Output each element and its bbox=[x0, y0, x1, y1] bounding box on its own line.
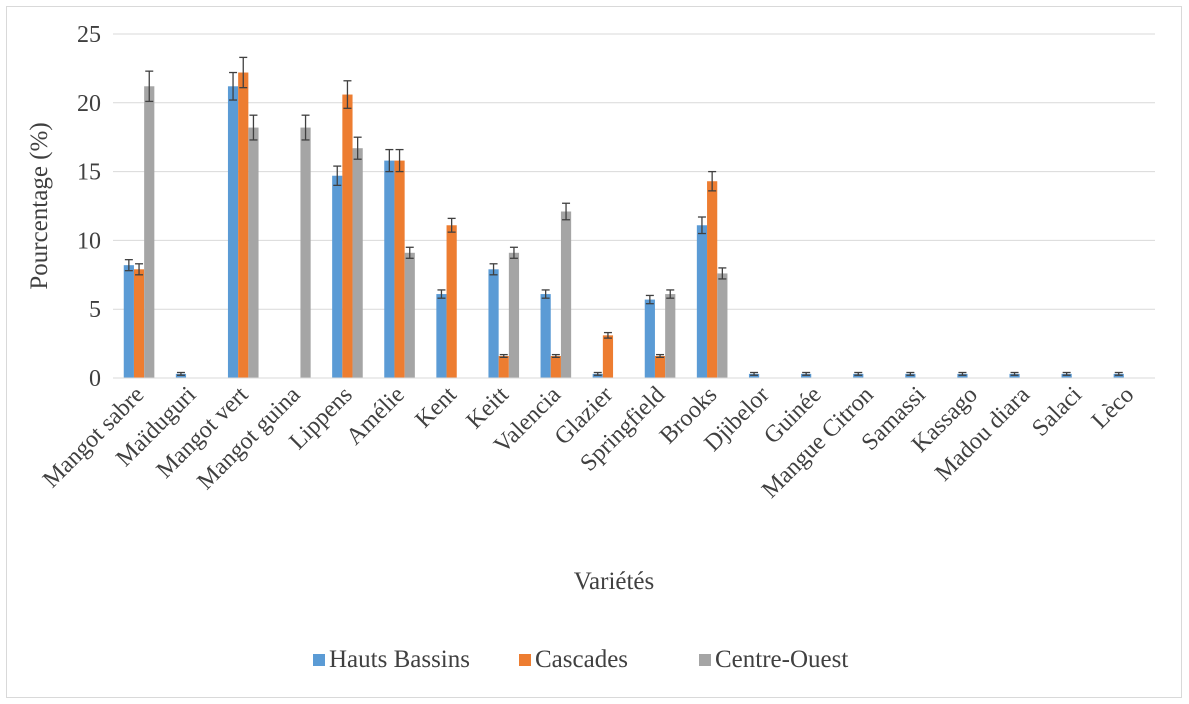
x-category-label: Lèco bbox=[1087, 382, 1139, 434]
bar-cascades bbox=[394, 160, 405, 378]
y-tick-label: 15 bbox=[77, 160, 101, 186]
bar-hauts-bassins bbox=[332, 175, 343, 378]
legend-item: Cascades bbox=[519, 646, 628, 673]
bar-centre-ouest bbox=[560, 211, 572, 378]
x-category-label: Kent bbox=[411, 382, 463, 434]
bar-centre-ouest bbox=[352, 148, 363, 378]
legend-label: Centre-Ouest bbox=[715, 646, 848, 673]
bar-cascades bbox=[654, 355, 666, 378]
bar-hauts-bassins bbox=[1009, 373, 1020, 378]
legend-label: Cascades bbox=[535, 646, 628, 673]
bar-hauts-bassins bbox=[175, 373, 187, 378]
error-bars bbox=[124, 56, 1123, 376]
y-axis-ticks: 0 5 10 15 20 25 bbox=[77, 22, 101, 392]
legend-item: Centre-Ouest bbox=[699, 646, 848, 673]
bar-hauts-bassins bbox=[957, 373, 968, 378]
bar-hauts-bassins bbox=[853, 373, 864, 378]
bar-centre-ouest bbox=[248, 127, 259, 379]
bar-hauts-bassins bbox=[227, 86, 239, 379]
legend-label: Hauts Bassins bbox=[329, 646, 470, 673]
gridlines bbox=[113, 33, 1155, 310]
y-tick-label: 0 bbox=[89, 366, 101, 392]
x-category-label: Amélie bbox=[341, 382, 409, 450]
bar-cascades bbox=[342, 94, 353, 378]
bar-hauts-bassins bbox=[592, 373, 603, 378]
bar-hauts-bassins bbox=[801, 373, 812, 378]
bar-cascades bbox=[707, 181, 718, 378]
bar-cascades bbox=[602, 335, 614, 378]
bar-centre-ouest bbox=[508, 252, 520, 378]
bar-cascades bbox=[133, 269, 145, 378]
bar-hauts-bassins bbox=[905, 373, 916, 378]
bar-centre-ouest bbox=[144, 86, 155, 379]
bar-centre-ouest bbox=[404, 252, 415, 378]
bar-hauts-bassins bbox=[436, 294, 447, 378]
bar-hauts-bassins bbox=[644, 299, 655, 378]
x-axis-title: Variétés bbox=[574, 568, 655, 595]
bar-hauts-bassins bbox=[384, 160, 395, 378]
y-axis-title: Pourcentage (%) bbox=[26, 122, 53, 289]
bar-hauts-bassins bbox=[488, 269, 499, 378]
bar-cascades bbox=[238, 72, 249, 378]
bar-hauts-bassins bbox=[540, 294, 551, 378]
x-category-label: Salaci bbox=[1027, 382, 1087, 442]
bar-hauts-bassins bbox=[1113, 373, 1124, 378]
legend-swatch bbox=[313, 654, 325, 666]
legend-swatch bbox=[699, 654, 711, 666]
bar-cascades bbox=[446, 225, 457, 378]
legend-swatch bbox=[519, 654, 531, 666]
y-tick-label: 10 bbox=[77, 228, 101, 254]
bar-centre-ouest bbox=[300, 127, 311, 379]
bar-cascades bbox=[498, 355, 509, 378]
bar-centre-ouest bbox=[717, 273, 728, 378]
y-tick-label: 25 bbox=[77, 22, 101, 48]
bar-cascades bbox=[550, 355, 561, 378]
chart-frame: 0 5 10 15 20 25 Mangot sabre Maïduguri Mangot v… bbox=[6, 6, 1182, 698]
legend: Hauts Bassins Cascades Centre-Ouest bbox=[313, 646, 848, 673]
bar-hauts-bassins bbox=[696, 225, 708, 378]
bar-hauts-bassins bbox=[748, 373, 760, 378]
y-tick-label: 20 bbox=[77, 91, 101, 117]
bar-centre-ouest bbox=[665, 294, 676, 378]
bars bbox=[123, 72, 1124, 379]
bar-hauts-bassins bbox=[123, 265, 134, 378]
bar-hauts-bassins bbox=[1061, 373, 1072, 378]
y-tick-label: 5 bbox=[89, 297, 101, 323]
legend-item: Hauts Bassins bbox=[313, 646, 470, 673]
